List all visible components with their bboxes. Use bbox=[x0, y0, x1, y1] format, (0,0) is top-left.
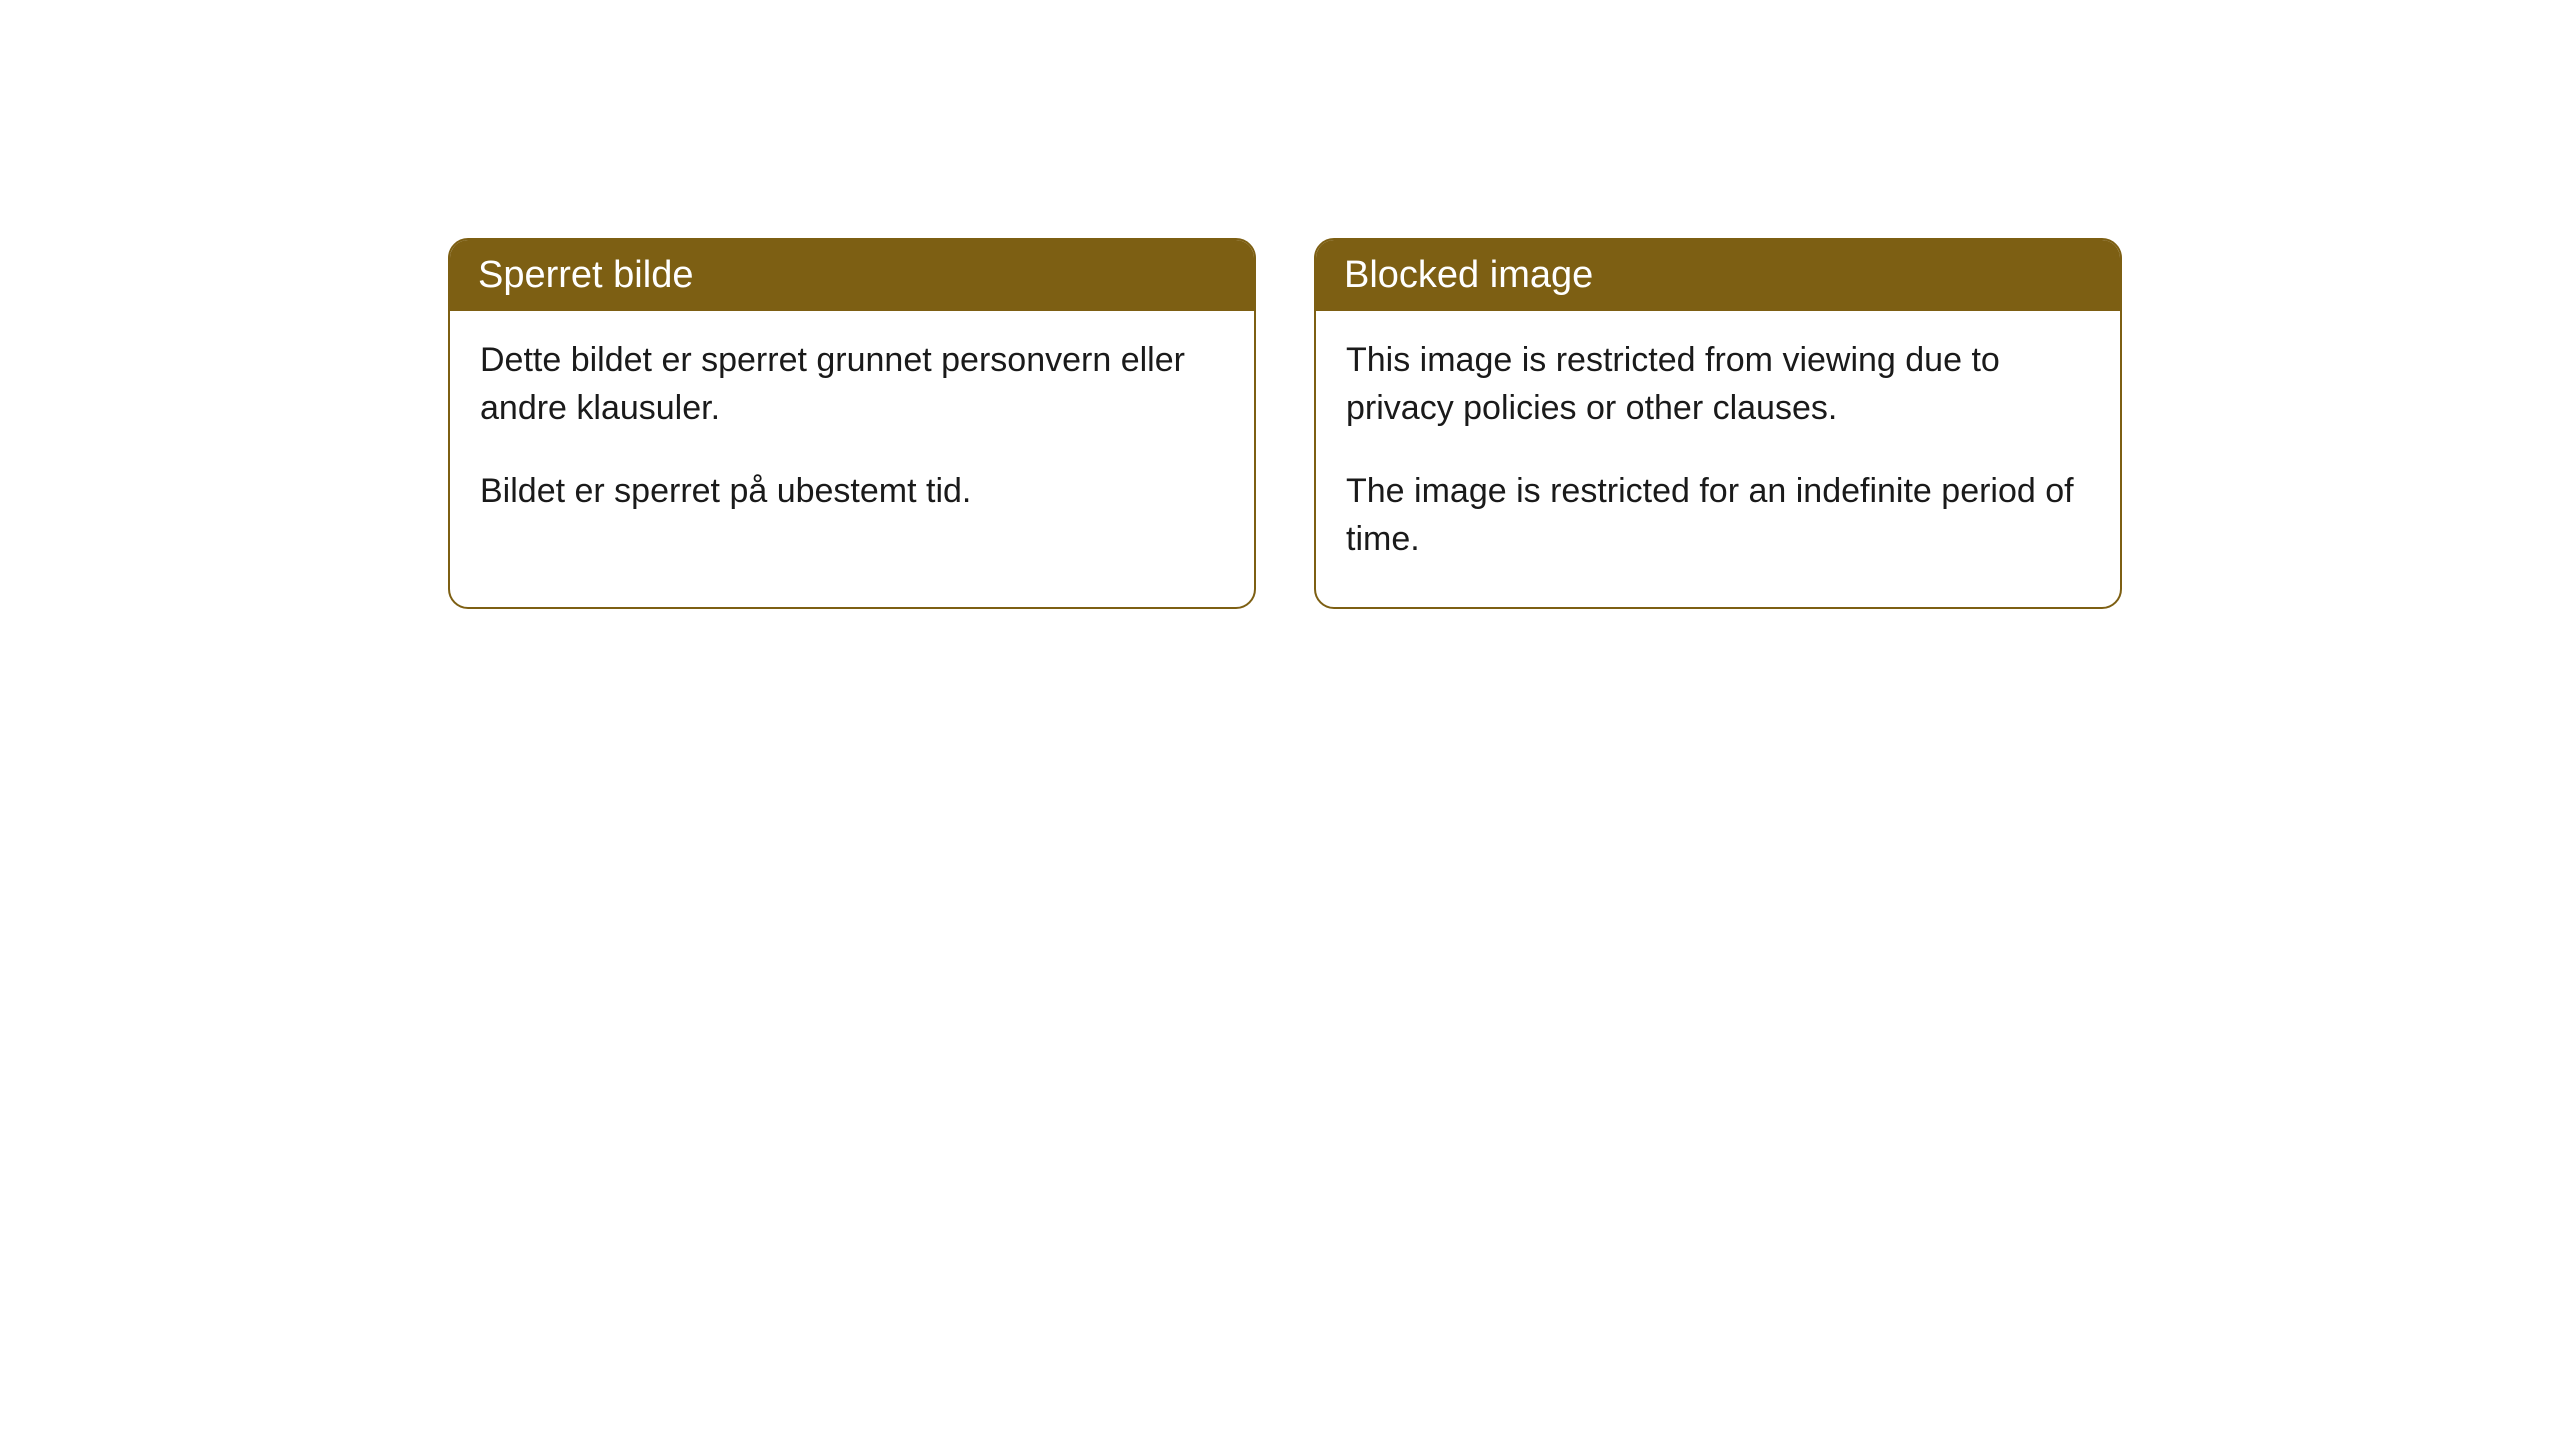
card-paragraph: This image is restricted from viewing du… bbox=[1346, 337, 2090, 432]
card-title: Blocked image bbox=[1344, 254, 1593, 296]
card-header: Sperret bilde bbox=[450, 240, 1254, 311]
card-body: Dette bildet er sperret grunnet personve… bbox=[450, 311, 1254, 560]
card-paragraph: Dette bildet er sperret grunnet personve… bbox=[480, 337, 1224, 432]
card-paragraph: Bildet er sperret på ubestemt tid. bbox=[480, 468, 1224, 516]
card-title: Sperret bilde bbox=[478, 254, 693, 296]
notice-card-container: Sperret bilde Dette bildet er sperret gr… bbox=[448, 238, 2122, 609]
card-body: This image is restricted from viewing du… bbox=[1316, 311, 2120, 607]
card-header: Blocked image bbox=[1316, 240, 2120, 311]
notice-card-norwegian: Sperret bilde Dette bildet er sperret gr… bbox=[448, 238, 1256, 609]
notice-card-english: Blocked image This image is restricted f… bbox=[1314, 238, 2122, 609]
card-paragraph: The image is restricted for an indefinit… bbox=[1346, 468, 2090, 563]
